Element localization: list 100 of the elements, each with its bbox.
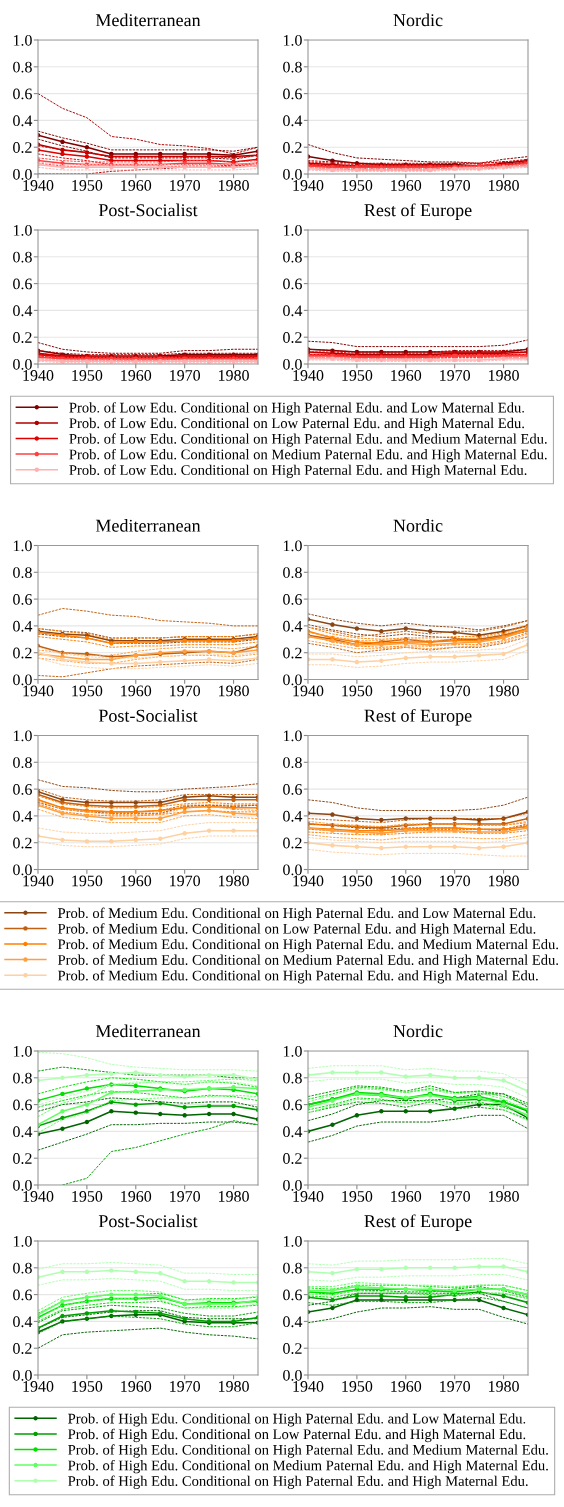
x-tick-label: 1970 [170, 1191, 201, 1202]
x-tick-label: 1980 [218, 180, 249, 191]
legend-label: Prob. of Low Edu. Conditional on Low Paternal Edu. and High Maternal Edu. [69, 417, 524, 432]
x-tick-label: 1980 [488, 1191, 519, 1202]
legend-label: Prob. of Low Edu. Conditional on High Paternal Edu. and Medium Maternal Edu. [69, 433, 547, 447]
x-tick-label: 1970 [170, 685, 201, 697]
y-tick-label: 0.6 [283, 88, 302, 100]
x-tick-label: 1950 [72, 1381, 103, 1392]
x-tick-label: 1970 [440, 1191, 471, 1202]
x-tick-label: 1980 [218, 875, 249, 887]
y-tick-label: 1.0 [283, 730, 302, 742]
x-tick-label: 1970 [170, 1381, 201, 1392]
x-tick-label: 1980 [488, 875, 519, 887]
y-tick-label: 0.2 [13, 647, 32, 659]
x-tick-label: 1940 [23, 1191, 54, 1202]
x-tick-label: 1940 [23, 685, 54, 697]
y-tick-label: 0.4 [283, 620, 303, 632]
y-tick-label: 0.0 [283, 1179, 302, 1191]
chart-title: Post-Socialist [98, 709, 198, 722]
y-tick-label: 1.0 [13, 224, 32, 236]
y-tick-label: 0.0 [283, 168, 302, 180]
y-tick-label: 1.0 [13, 540, 32, 552]
x-tick-label: 1970 [440, 370, 471, 381]
chart-title: Rest of Europe [364, 1214, 472, 1231]
x-tick-label: 1950 [72, 370, 103, 381]
y-tick-label: 0.0 [283, 1369, 302, 1381]
y-tick-label: 0.4 [13, 1316, 33, 1328]
x-tick-label: 1960 [391, 875, 422, 887]
x-tick-label: 1940 [23, 180, 54, 191]
chart-title: Post-Socialist [98, 1214, 198, 1228]
legend-label: Prob. of Medium Edu. Conditional on High Paternal Edu. and High Maternal Edu. [57, 970, 538, 984]
x-tick-label: 1950 [342, 685, 373, 697]
x-tick-label: 1960 [391, 180, 422, 191]
y-tick-label: 0.2 [13, 837, 32, 849]
x-tick-label: 1940 [293, 1191, 324, 1202]
y-tick-label: 1.0 [13, 730, 32, 742]
y-tick-label: 1.0 [283, 1235, 302, 1247]
legend-label: Prob. of Low Edu. Conditional on High Paternal Edu. and High Maternal Edu. [69, 464, 527, 478]
y-tick-label: 0.0 [13, 864, 32, 876]
x-tick-label: 1960 [391, 1381, 422, 1392]
legend-label: Prob. of Medium Edu. Conditional on Medium Paternal Edu. and High Maternal Edu. [57, 954, 558, 968]
y-tick-label: 0.0 [283, 864, 302, 876]
x-tick-label: 1970 [440, 685, 471, 697]
x-tick-label: 1980 [218, 1381, 249, 1392]
x-tick-label: 1940 [23, 370, 54, 381]
y-tick-label: 0.8 [283, 757, 302, 769]
x-tick-label: 1980 [218, 370, 249, 381]
x-tick-label: 1940 [293, 370, 324, 381]
x-tick-label: 1960 [121, 1191, 152, 1202]
y-tick-label: 0.0 [283, 358, 302, 370]
x-tick-label: 1950 [342, 875, 373, 887]
x-tick-label: 1960 [121, 1381, 152, 1392]
y-tick-label: 0.0 [283, 674, 302, 686]
x-tick-label: 1980 [218, 685, 249, 697]
y-tick-label: 0.2 [283, 1343, 302, 1354]
y-tick-label: 1.0 [283, 540, 302, 552]
y-tick-label: 0.8 [13, 567, 32, 579]
y-tick-label: 1.0 [13, 1235, 32, 1247]
y-tick-label: 1.0 [283, 224, 302, 236]
legend-label: Prob. of Medium Edu. Conditional on High Paternal Edu. and Medium Maternal Edu. [57, 938, 558, 953]
y-tick-label: 0.6 [283, 1099, 302, 1111]
x-tick-label: 1970 [440, 875, 471, 887]
legend-label: Prob. of Low Edu. Conditional on High Paternal Edu. and Low Maternal Edu. [69, 402, 524, 416]
y-tick-label: 0.2 [13, 332, 32, 343]
x-tick-label: 1950 [342, 1191, 373, 1202]
y-tick-label: 0.4 [13, 810, 33, 822]
y-tick-label: 0.8 [283, 251, 302, 263]
y-tick-label: 0.2 [283, 1153, 302, 1164]
y-tick-label: 0.6 [13, 1289, 32, 1301]
x-tick-label: 1950 [72, 1191, 103, 1202]
chart-title: Nordic [393, 519, 443, 532]
y-tick-label: 0.0 [13, 1369, 32, 1381]
y-tick-label: 0.8 [13, 61, 32, 73]
y-tick-label: 0.8 [13, 1262, 32, 1274]
y-tick-label: 0.0 [13, 168, 32, 180]
y-tick-label: 0.2 [283, 837, 302, 849]
legend-label: Prob. of Low Edu. Conditional on Medium Paternal Edu. and High Maternal Edu. [69, 448, 547, 463]
x-tick-label: 1980 [488, 685, 519, 697]
y-tick-label: 0.6 [13, 1099, 32, 1111]
y-tick-label: 0.2 [283, 142, 302, 153]
chart-title: Rest of Europe [364, 203, 472, 220]
legend-label: Prob. of High Edu. Conditional on High Paternal Edu. and High Maternal Edu. [68, 1475, 528, 1489]
x-tick-label: 1960 [391, 370, 422, 381]
x-tick-label: 1960 [391, 685, 422, 697]
x-tick-label: 1950 [342, 180, 373, 191]
y-tick-label: 0.0 [13, 358, 32, 370]
y-tick-label: 0.4 [283, 1126, 303, 1138]
x-tick-label: 1960 [121, 685, 152, 697]
y-tick-label: 0.8 [13, 251, 32, 263]
legend-label: Prob. of High Edu. Conditional on High Paternal Edu. and Low Maternal Edu. [68, 1413, 526, 1427]
chart-title: Nordic [393, 1024, 443, 1038]
y-tick-label: 1.0 [13, 34, 32, 46]
y-tick-label: 0.4 [13, 115, 33, 127]
x-tick-label: 1970 [440, 1381, 471, 1392]
y-tick-label: 0.4 [283, 810, 303, 822]
legend-label: Prob. of High Edu. Conditional on Medium Paternal Edu. and High Maternal Edu. [68, 1459, 548, 1474]
x-tick-label: 1950 [72, 685, 103, 697]
chart-title: Post-Socialist [98, 203, 198, 217]
y-tick-label: 0.8 [283, 1262, 302, 1274]
x-tick-label: 1970 [170, 180, 201, 191]
